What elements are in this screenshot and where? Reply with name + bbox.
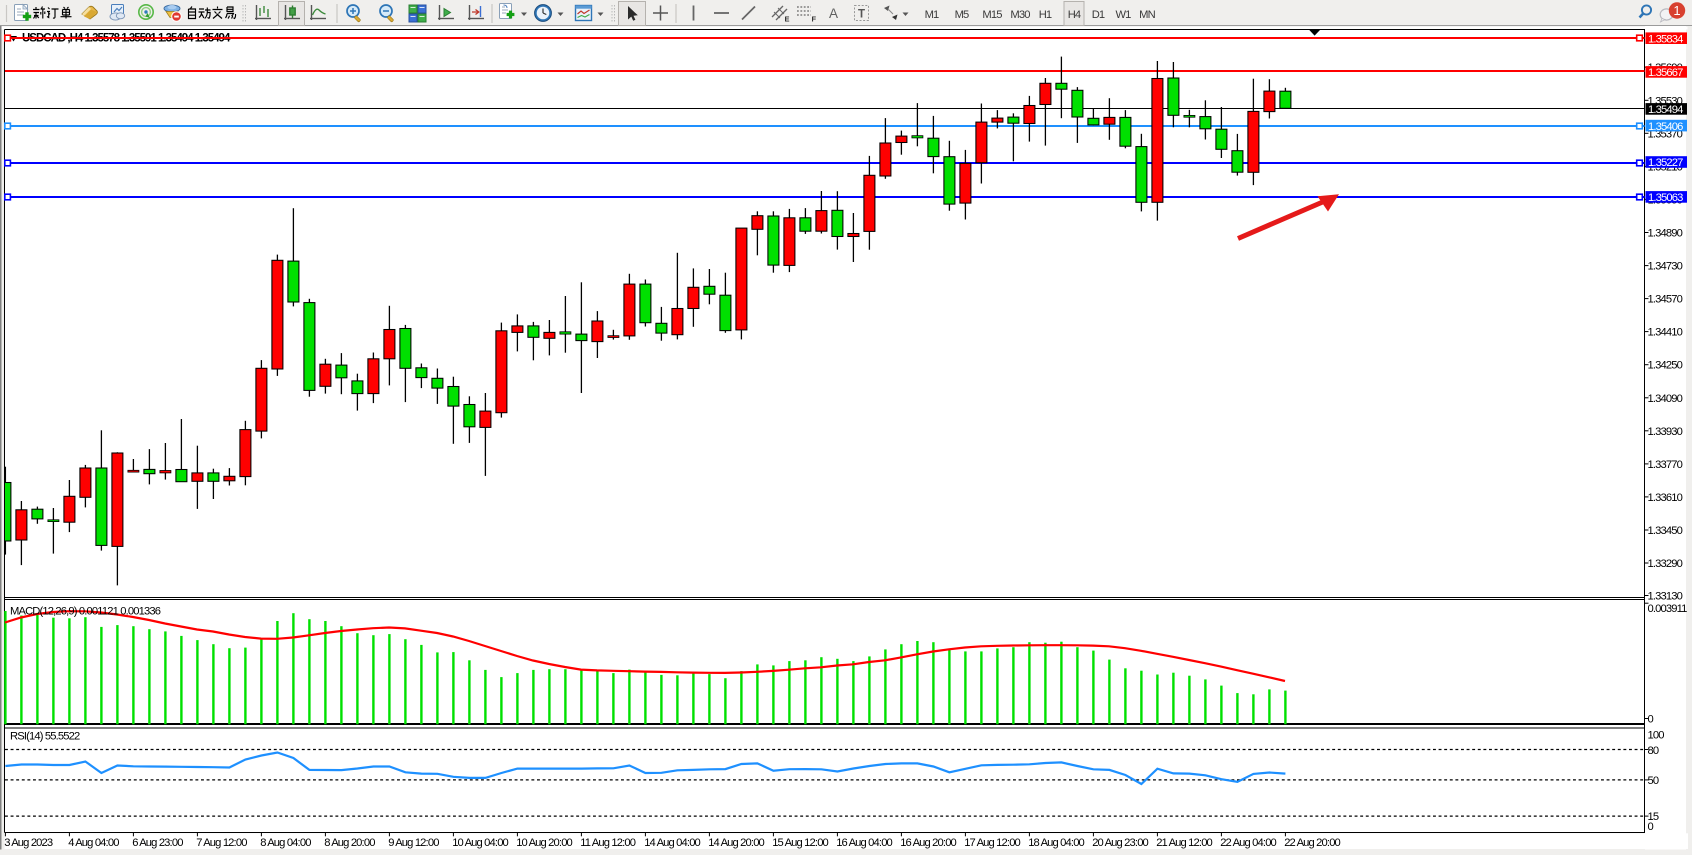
- svg-text:8 Aug 04:00: 8 Aug 04:00: [260, 837, 311, 849]
- svg-text:1.34090: 1.34090: [1648, 393, 1683, 405]
- svg-text:1.33930: 1.33930: [1648, 426, 1683, 438]
- svg-text:22 Aug 20:00: 22 Aug 20:00: [1284, 837, 1340, 849]
- svg-text:0: 0: [1648, 714, 1654, 726]
- svg-text:1.34730: 1.34730: [1648, 261, 1683, 273]
- svg-text:T: T: [858, 9, 865, 21]
- svg-text:14 Aug 20:00: 14 Aug 20:00: [708, 837, 764, 849]
- svg-text:1.35227: 1.35227: [1648, 157, 1683, 169]
- svg-text:100: 100: [1648, 730, 1665, 742]
- svg-text:1.35834: 1.35834: [1648, 33, 1683, 45]
- svg-text:11 Aug 12:00: 11 Aug 12:00: [580, 837, 636, 849]
- svg-text:MACD(12,26,9) 0.001121 0.00133: MACD(12,26,9) 0.001121 0.001336: [10, 606, 161, 618]
- svg-text:1.33130: 1.33130: [1648, 591, 1683, 603]
- svg-text:15 Aug 12:00: 15 Aug 12:00: [772, 837, 828, 849]
- svg-text:A: A: [829, 6, 838, 21]
- svg-text:10 Aug 04:00: 10 Aug 04:00: [452, 837, 508, 849]
- svg-text:8 Aug 20:00: 8 Aug 20:00: [324, 837, 375, 849]
- svg-text:M15: M15: [982, 9, 1002, 21]
- svg-text:22 Aug 04:00: 22 Aug 04:00: [1220, 837, 1276, 849]
- svg-text:1.33290: 1.33290: [1648, 558, 1683, 570]
- svg-text:1.33770: 1.33770: [1648, 459, 1683, 471]
- svg-text:W1: W1: [1115, 9, 1131, 21]
- svg-text:RSI(14) 55.5522: RSI(14) 55.5522: [10, 731, 80, 743]
- svg-text:MN: MN: [1139, 9, 1155, 21]
- svg-text:80: 80: [1648, 745, 1659, 757]
- svg-text:1.35406: 1.35406: [1648, 121, 1683, 133]
- svg-text:0: 0: [1648, 821, 1654, 833]
- svg-text:3 Aug 2023: 3 Aug 2023: [4, 837, 53, 849]
- svg-text:1.35667: 1.35667: [1648, 67, 1683, 79]
- svg-text:D1: D1: [1092, 9, 1105, 21]
- svg-text:1.35494: 1.35494: [1648, 104, 1683, 116]
- svg-text:F: F: [812, 15, 817, 24]
- svg-text:1.33450: 1.33450: [1648, 525, 1683, 537]
- svg-text:50: 50: [1648, 775, 1659, 787]
- svg-text:1.34570: 1.34570: [1648, 294, 1683, 306]
- svg-text:M30: M30: [1010, 9, 1030, 21]
- svg-text:M5: M5: [955, 9, 969, 21]
- svg-text:4 Aug 04:00: 4 Aug 04:00: [68, 837, 119, 849]
- svg-text:1.35063: 1.35063: [1648, 192, 1683, 204]
- svg-text:16 Aug 04:00: 16 Aug 04:00: [836, 837, 892, 849]
- svg-text:1.34250: 1.34250: [1648, 360, 1683, 372]
- svg-text:10 Aug 20:00: 10 Aug 20:00: [516, 837, 572, 849]
- svg-text:21 Aug 12:00: 21 Aug 12:00: [1156, 837, 1212, 849]
- svg-text:17 Aug 12:00: 17 Aug 12:00: [964, 837, 1020, 849]
- svg-text:H4: H4: [1068, 9, 1081, 21]
- svg-text:0.003911: 0.003911: [1648, 603, 1688, 615]
- svg-text:9 Aug 12:00: 9 Aug 12:00: [388, 837, 439, 849]
- svg-text:18 Aug 04:00: 18 Aug 04:00: [1028, 837, 1084, 849]
- svg-text:6 Aug 23:00: 6 Aug 23:00: [132, 837, 183, 849]
- svg-text:1.34410: 1.34410: [1648, 327, 1683, 339]
- svg-text:14 Aug 04:00: 14 Aug 04:00: [644, 837, 700, 849]
- svg-text:H1: H1: [1039, 9, 1052, 21]
- svg-text:E: E: [785, 15, 790, 24]
- svg-text:7 Aug 12:00: 7 Aug 12:00: [196, 837, 247, 849]
- svg-text:15: 15: [1648, 811, 1659, 823]
- svg-text:1: 1: [1673, 3, 1680, 18]
- svg-text:20 Aug 23:00: 20 Aug 23:00: [1092, 837, 1148, 849]
- svg-text:16 Aug 20:00: 16 Aug 20:00: [900, 837, 956, 849]
- svg-text:1.34890: 1.34890: [1648, 228, 1683, 240]
- svg-text:M1: M1: [925, 9, 939, 21]
- svg-text:1.33610: 1.33610: [1648, 492, 1683, 504]
